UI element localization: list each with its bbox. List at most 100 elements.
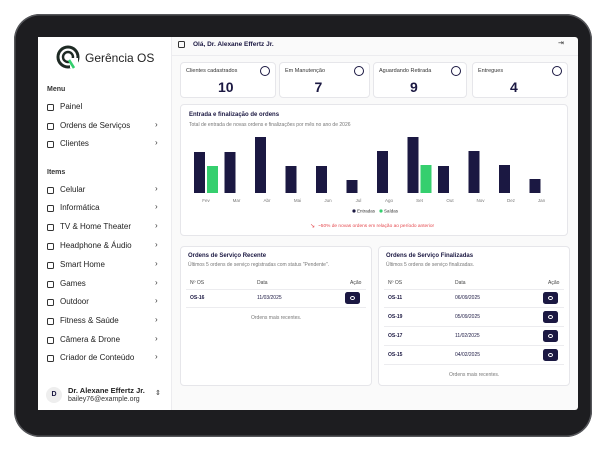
bar [438,166,449,193]
column-header: Nº OS [190,280,205,286]
menu-label: Clientes [60,139,89,148]
bar [377,151,388,193]
column-header: Data [257,280,268,286]
menu-icon [47,337,54,344]
stat-icon [552,66,562,76]
x-tick-label: Jul [356,198,362,203]
x-tick-label: Dez [507,198,516,203]
x-tick-label: Fev [202,198,210,203]
menu-label: Smart Home [60,260,105,269]
x-tick-label: Mai [294,198,301,203]
order-date: 04/02/2025 [455,352,481,358]
header-rule [186,289,366,290]
row-rule [384,307,564,308]
row-rule [186,307,366,308]
table-card [378,246,570,386]
bar [194,152,205,193]
chevron: › [155,278,158,287]
view-button[interactable] [543,292,558,304]
x-tick-label: Mar [233,198,241,203]
user-name: Dr. Alexane Effertz Jr. [68,386,145,395]
x-tick-label: Nov [476,198,485,203]
menu-label: TV & Home Theater [60,222,131,231]
menu-label: Informática [60,203,100,212]
table-footer: Ordens mais recentes. [251,315,302,321]
bar [224,152,236,193]
menu-icon [47,224,54,231]
stat-icon [260,66,270,76]
row-rule [384,364,564,365]
order-id: OS-16 [190,295,205,301]
bar [529,179,541,193]
sidebar [38,37,172,410]
menu-icon [47,299,54,306]
chevron: › [155,120,158,129]
annotation: ~50% de novas ordens em relação ao perío… [318,223,435,229]
order-id: OS-15 [388,352,403,358]
menu-icon [47,187,54,194]
chevron: › [155,221,158,230]
view-button[interactable] [543,311,558,323]
stat-label: Aguardando Retirada [379,68,432,74]
stat-value: 9 [410,79,418,95]
chevron: › [155,296,158,305]
legend-swatch [379,209,383,213]
stat-value: 4 [510,79,518,95]
header-rule [172,55,578,56]
view-button[interactable] [543,349,558,361]
menu-label: Headphone & Áudio [60,241,132,250]
sidebar-toggle[interactable] [178,41,185,48]
row-rule [384,345,564,346]
menu-label: Criador de Conteúdo [60,353,135,362]
order-id: OS-11 [388,295,403,301]
stat-label: Em Manutenção [285,68,326,74]
chevron: › [155,334,158,343]
order-date: 11/02/2025 [455,333,480,339]
annotation-icon: ↘ [310,224,315,230]
user-email: bailey76@example.org [68,396,140,403]
order-date: 11/03/2025 [257,295,282,301]
menu-icon [47,318,54,325]
brand: Gerência OS [85,51,155,65]
table-title: Ordens de Serviço Recente [188,253,267,259]
chevron: › [155,315,158,324]
order-date: 06/09/2025 [455,295,481,301]
stat-label: Entregues [478,68,504,74]
order-id: OS-19 [388,314,403,320]
legend-label: Saídas [384,209,399,214]
stat-icon [451,66,461,76]
menu-label: Menu [47,86,66,93]
menu-icon [47,243,54,250]
stat-label: Clientes cadastrados [186,68,238,74]
bar [285,166,297,193]
logout[interactable]: ⇥ [558,40,564,47]
column-header: Ação [548,280,560,286]
order-date: 05/09/2025 [455,314,481,320]
bar [407,137,419,193]
bar [420,165,432,193]
menu-icon [47,355,54,362]
table-subtitle: Últimos 5 ordens de serviço finalizadas. [386,262,475,268]
menu-icon [47,281,54,288]
x-tick-label: Out [446,198,454,203]
column-header: Nº OS [388,280,403,286]
table-card [180,246,372,386]
table-footer: Ordens mais recentes. [449,372,500,378]
table-subtitle: Últimos 5 ordens de serviço registradas … [188,262,330,268]
column-header: Data [455,280,466,286]
bar [346,180,358,193]
chevron: › [155,184,158,193]
column-header: Ação [350,280,362,286]
stat-value: 10 [218,79,234,95]
user-switch[interactable]: ⇕ [155,390,161,397]
chevron: › [155,202,158,211]
menu-label: Painel [60,102,83,111]
user-avatar[interactable]: D [46,387,62,403]
view-button[interactable] [543,330,558,342]
view-button[interactable] [345,292,360,304]
x-tick-label: Jun [324,198,332,203]
menu-icon [47,104,54,111]
stat-value: 7 [314,79,323,95]
menu-label: Câmera & Drone [60,335,121,344]
